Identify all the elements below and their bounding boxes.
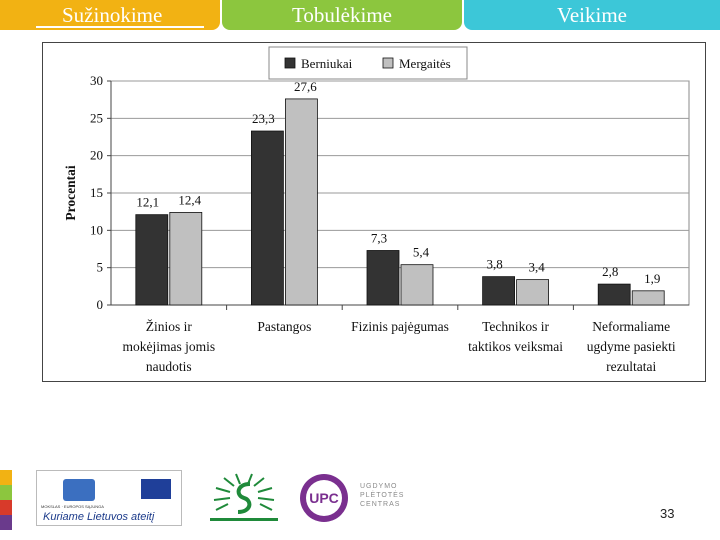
y-tick-label: 15 [90,185,103,200]
x-tick-label: rezultatai [606,359,656,374]
bar [482,276,516,306]
data-label: 23,3 [252,111,275,126]
x-tick-label: ugdyme pasiekti [587,339,676,354]
ministry-emblem-icon [63,479,95,501]
data-label: 5,4 [413,245,430,260]
y-tick-label: 20 [90,148,103,163]
x-tick-label: naudotis [146,359,192,374]
bar [631,290,665,306]
data-label: 1,9 [644,271,660,286]
bar [135,214,169,306]
data-label: 12,4 [178,192,201,207]
legend-swatch [382,57,394,69]
left-color-stripes [0,470,12,530]
y-tick-label: 10 [90,222,103,237]
x-tick-label: Žinios ir [146,319,193,334]
green-s-logo-icon [210,473,278,521]
x-tick-label: Fizinis pajėgumas [351,319,449,334]
tab-suzinokime[interactable]: Sužinokime [0,0,220,30]
upc-logo: UPC UGDYMO PLĖTOTĖS CENTRAS [298,472,408,524]
y-tick-label: 5 [97,260,104,275]
y-axis-label: Procentai [63,165,78,220]
x-tick-label: Pastangos [257,319,311,334]
legend-label: Mergaitės [399,56,451,71]
y-tick-label: 25 [90,110,103,125]
data-label: 3,4 [528,260,545,275]
upc-text: UGDYMO PLĖTOTĖS CENTRAS [360,482,404,509]
data-label: 27,6 [294,79,317,94]
x-tick-label: taktikos veiksmai [468,339,563,354]
upc-circle-icon: UPC [300,474,348,522]
bar [250,130,284,306]
tab-veikime-label: Veikime [557,2,627,27]
tab-underline [36,26,204,28]
bar [169,212,203,306]
x-tick-label: mokėjimas jomis [122,339,215,354]
upc-line: UGDYMO [360,483,398,490]
y-tick-label: 0 [97,297,104,312]
page-number: 33 [660,506,675,521]
data-label: 7,3 [371,230,387,245]
tab-suzinokime-label: Sužinokime [62,2,163,27]
x-tick-label: Neformaliame [592,319,670,334]
data-label: 12,1 [136,195,159,210]
bar-chart: 0 5 10 15 20 25 30 12,1 12,4 Žinios ir mokėjimas j… [63,46,690,374]
legend-box [268,46,468,80]
tab-tobulekime[interactable]: Tobulėkime [222,0,462,30]
upc-mark: UPC [309,490,339,506]
upc-line: PLĖTOTĖS [360,492,405,499]
data-label: 3,8 [486,257,502,272]
legend-swatch [284,57,296,69]
bar [284,98,318,306]
bar [516,279,550,306]
eu-slogan: Kuriame Lietuvos ateitį [43,511,155,523]
eu-flag-icon [141,479,171,499]
y-tick-label: 30 [90,73,103,88]
chart-frame: 0 5 10 15 20 25 30 12,1 12,4 Žinios ir mokėjimas j… [42,42,706,382]
tab-tobulekime-label: Tobulėkime [291,2,392,27]
x-tick-label: Technikos ir [482,319,549,334]
tab-veikime[interactable]: Veikime [464,0,720,30]
data-label: 2,8 [602,264,618,279]
eu-small-text: MOKSLAS · EUROPOS SĄJUNGA [41,504,104,509]
bar [366,250,400,306]
upc-line: CENTRAS [360,501,401,508]
eu-funding-logo: MOKSLAS · EUROPOS SĄJUNGA Kuriame Lietuv… [36,470,182,526]
bar [597,283,631,306]
legend-label: Berniukai [301,56,353,71]
bar [400,264,434,306]
